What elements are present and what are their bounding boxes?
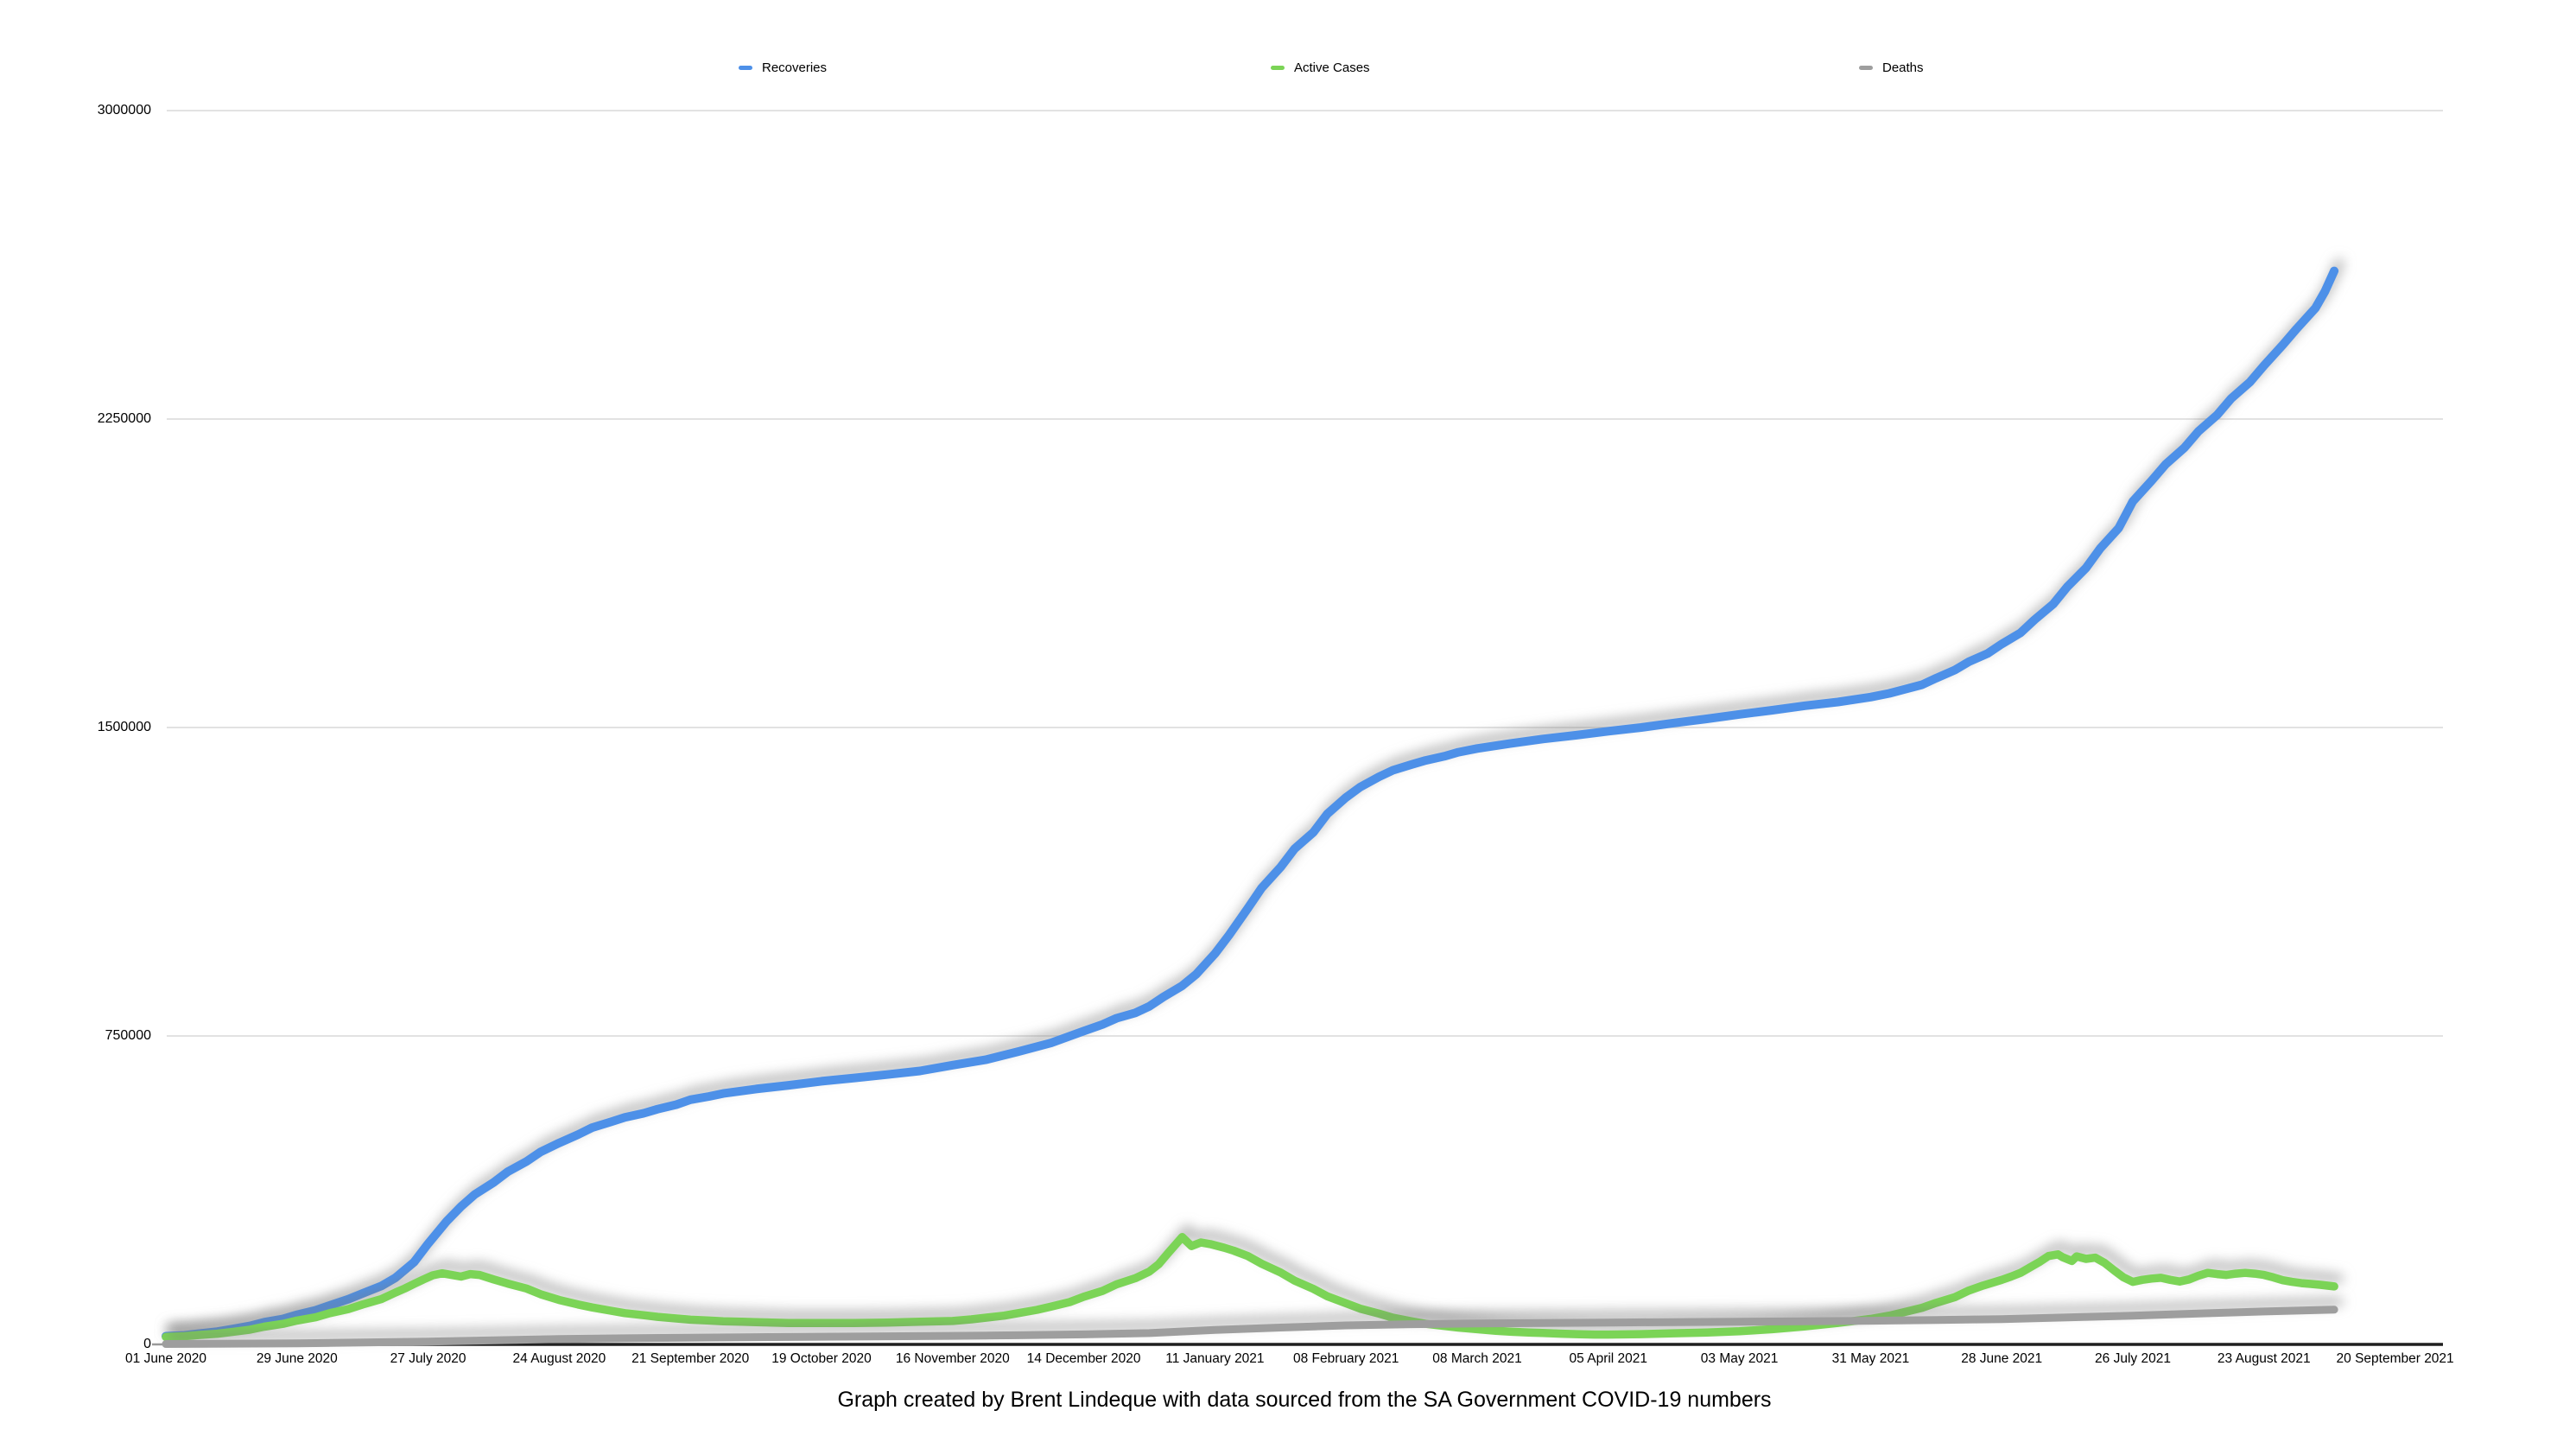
x-axis-label: 23 August 2021 xyxy=(2217,1351,2311,1366)
y-axis-label: 0 xyxy=(143,1337,151,1351)
legend-label-deaths: Deaths xyxy=(1882,60,1924,75)
legend-item-recoveries: Recoveries xyxy=(739,55,827,79)
recoveries-line xyxy=(162,266,2339,1341)
deaths-line xyxy=(162,1306,2338,1348)
deaths-legend-dash-icon xyxy=(1859,65,1873,70)
x-axis-label: 16 November 2020 xyxy=(895,1351,1010,1366)
y-axis-label: 750000 xyxy=(105,1028,151,1043)
x-axis-label: 11 January 2021 xyxy=(1165,1351,1265,1366)
legend-item-deaths: Deaths xyxy=(1859,55,1924,79)
x-axis-label: 14 December 2020 xyxy=(1026,1351,1141,1366)
x-axis-label: 01 June 2020 xyxy=(125,1351,206,1366)
x-axis-label: 08 February 2021 xyxy=(1293,1351,1399,1366)
x-axis-label: 29 June 2020 xyxy=(256,1351,338,1366)
y-axis-label: 2250000 xyxy=(97,411,151,426)
x-axis-label: 20 September 2021 xyxy=(2336,1351,2454,1366)
active-cases-line xyxy=(162,1233,2338,1342)
x-axis-label: 27 July 2020 xyxy=(390,1351,466,1366)
x-axis-label: 08 March 2021 xyxy=(1432,1351,1522,1366)
x-axis-label: 26 July 2021 xyxy=(2095,1351,2171,1366)
x-axis-label: 21 September 2020 xyxy=(631,1351,750,1366)
x-axis-label: 28 June 2021 xyxy=(1961,1351,2043,1366)
active-cases-legend-dash-icon xyxy=(1271,65,1285,70)
legend-item-active-cases: Active Cases xyxy=(1271,55,1370,79)
x-axis-label: 19 October 2020 xyxy=(771,1351,872,1366)
recoveries-legend-dash-icon xyxy=(739,65,752,70)
y-axis-label: 1500000 xyxy=(97,720,151,734)
chart-caption: Graph created by Brent Lindeque with dat… xyxy=(837,1388,1772,1412)
x-axis-label: 24 August 2020 xyxy=(512,1351,606,1366)
legend-label-active-cases: Active Cases xyxy=(1294,60,1370,75)
x-axis-label: 03 May 2021 xyxy=(1700,1351,1779,1366)
x-axis-label: 05 April 2021 xyxy=(1569,1351,1648,1366)
y-axis-label: 3000000 xyxy=(97,103,151,118)
x-axis-label: 31 May 2021 xyxy=(1831,1351,1910,1366)
legend-label-recoveries: Recoveries xyxy=(762,60,828,75)
